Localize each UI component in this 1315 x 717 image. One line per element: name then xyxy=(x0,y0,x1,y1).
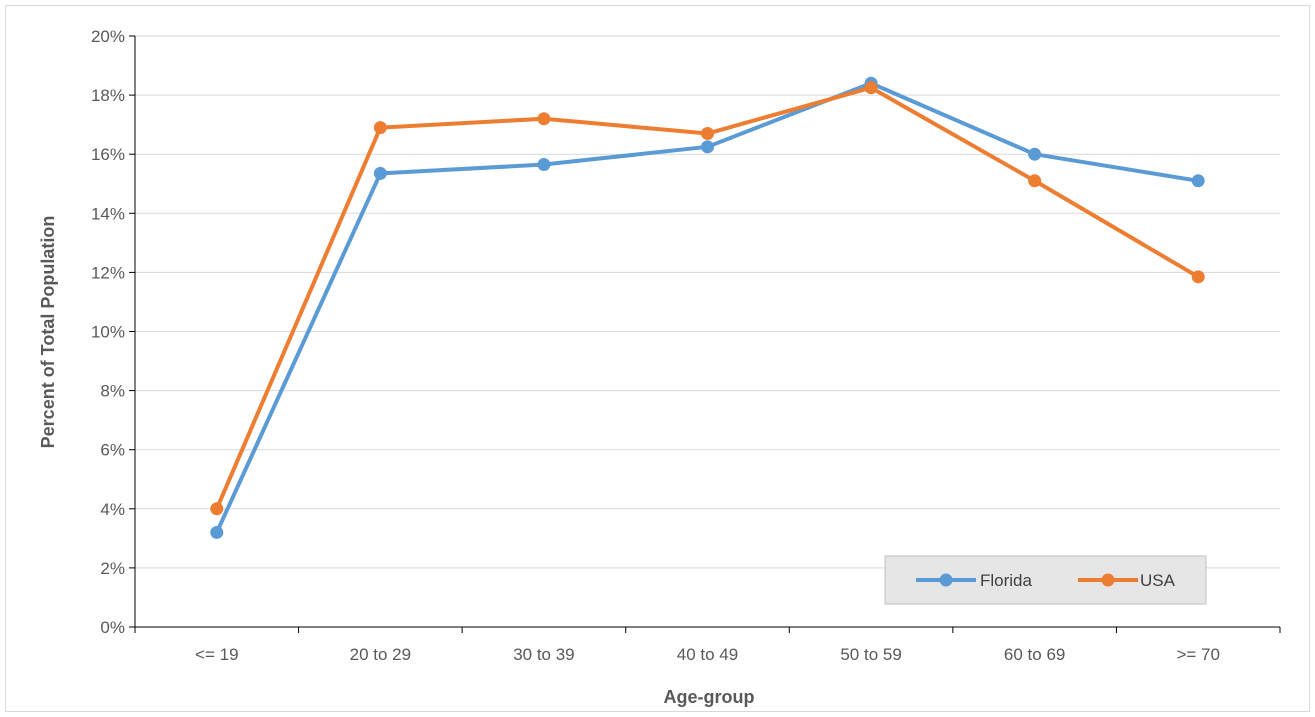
legend-florida-marker xyxy=(939,573,953,587)
x-tick-label: 60 to 69 xyxy=(1004,645,1065,664)
y-tick-label: 8% xyxy=(100,382,125,401)
series-lines xyxy=(210,76,1205,539)
data-point xyxy=(373,121,387,135)
data-point xyxy=(373,166,387,180)
y-tick-label: 0% xyxy=(100,618,125,637)
x-tick-label: >= 70 xyxy=(1176,645,1220,664)
x-tick-label: <= 19 xyxy=(195,645,239,664)
y-tick-labels: 0% 2% 4% 6% 8% 10% 12% 14% 16% 18% 20% xyxy=(91,27,125,637)
data-point xyxy=(864,81,878,95)
y-tick-label: 20% xyxy=(91,27,125,46)
y-tick-label: 4% xyxy=(100,500,125,519)
data-point xyxy=(701,140,714,154)
axes xyxy=(129,35,1281,633)
legend-usa-label: USA xyxy=(1140,571,1176,590)
y-tick-label: 14% xyxy=(91,204,125,223)
legend: Florida USA xyxy=(884,555,1207,605)
y-tick-label: 10% xyxy=(91,323,125,342)
data-point xyxy=(210,525,224,539)
y-tick-label: 16% xyxy=(91,145,125,164)
data-point xyxy=(1028,147,1042,161)
y-tick-label: 12% xyxy=(91,263,125,282)
series-usa xyxy=(210,81,1205,516)
legend-florida-label: Florida xyxy=(980,571,1033,590)
data-point xyxy=(1028,174,1042,188)
x-tick-label: 50 to 59 xyxy=(840,645,901,664)
data-point xyxy=(1191,174,1205,188)
x-tick-label: 20 to 29 xyxy=(350,645,411,664)
legend-usa-marker xyxy=(1101,573,1115,587)
x-tick-label: 40 to 49 xyxy=(677,645,738,664)
data-point xyxy=(537,112,551,126)
data-point xyxy=(701,127,714,141)
y-tick-label: 18% xyxy=(91,86,125,105)
data-point xyxy=(537,158,551,172)
y-tick-label: 2% xyxy=(100,559,125,578)
x-axis-title: Age-group xyxy=(664,687,755,707)
y-tick-label: 6% xyxy=(100,441,125,460)
data-point xyxy=(210,502,224,516)
data-point xyxy=(1191,270,1205,284)
x-tick-label: 30 to 39 xyxy=(513,645,574,664)
series-florida xyxy=(210,76,1205,539)
y-axis-title: Percent of Total Population xyxy=(38,216,58,449)
x-tick-labels: <= 19 20 to 29 30 to 39 40 to 49 50 to 59 60 … xyxy=(195,645,1220,664)
